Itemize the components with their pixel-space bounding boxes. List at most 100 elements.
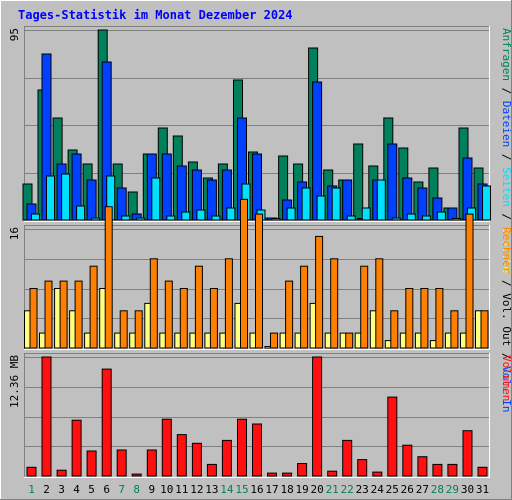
bar-seiten-day-24 [376, 179, 386, 221]
bar-volumen-day-17 [267, 472, 277, 477]
bar-dateien-day-25 [387, 143, 398, 221]
bar-dateien-day-13 [206, 179, 217, 221]
bar-volumen-day-20 [312, 356, 323, 477]
series-label-vol-out: Vol. Out [500, 293, 512, 346]
bar-volumen-day-23 [357, 459, 368, 477]
bar-volumen-day-25 [387, 396, 398, 477]
x-tick-label-day-29: 29 [446, 483, 459, 496]
series-label-besuche: Besuche [500, 227, 512, 273]
x-tick-label-day-19: 19 [295, 483, 308, 496]
bar-rechner-day-12 [194, 265, 203, 349]
bar-anfragen-day-23 [353, 143, 364, 221]
bar-volumen-day-21 [327, 470, 338, 477]
y-max-tick-label: 16 [8, 227, 21, 240]
x-tick-label-day-15: 15 [235, 483, 248, 496]
x-tick-label-day-23: 23 [356, 483, 369, 496]
bar-seiten-day-22 [346, 215, 356, 221]
series-axis-label-bot: Volumen [500, 355, 512, 401]
bar-rechner-day-24 [375, 258, 384, 349]
x-tick-label-day-18: 18 [280, 483, 293, 496]
series-volumen [26, 356, 488, 477]
bar-rechner-day-20 [315, 235, 324, 349]
bar-seiten-day-4 [76, 205, 86, 221]
bar-seiten-day-23 [361, 207, 371, 221]
series-rechner [29, 198, 489, 349]
x-tick-label-day-22: 22 [341, 483, 354, 496]
bar-rechner-day-31 [480, 310, 489, 349]
series-label-dateien: Dateien [500, 101, 512, 147]
y-max-tick-label: 12.36 MB [8, 355, 21, 408]
bar-volumen-day-10 [161, 418, 172, 477]
bar-seiten-day-3 [61, 173, 71, 221]
bar-volumen-day-8 [131, 473, 142, 477]
series-label-anfragen: Anfragen [500, 28, 512, 81]
x-tick-label-day-16: 16 [250, 483, 263, 496]
label-separator: / [500, 273, 512, 293]
x-tick-label-day-13: 13 [205, 483, 218, 496]
bar-volumen-day-3 [56, 469, 67, 477]
bar-rechner-day-7 [119, 310, 128, 349]
bar-rechner-day-17 [270, 332, 278, 349]
bar-volumen-day-14 [221, 439, 232, 477]
bar-volumen-day-4 [71, 419, 82, 477]
bar-seiten-day-26 [406, 213, 416, 221]
bar-volumen-day-6 [101, 368, 112, 477]
label-separator: / [500, 346, 512, 366]
x-tick-label-day-12: 12 [190, 483, 203, 496]
x-tick-label-day-25: 25 [386, 483, 399, 496]
bar-rechner-day-30 [465, 213, 474, 349]
y-axis-series-labels: Anfragen / Dateien / Seiten / BesucheRec… [500, 28, 512, 412]
bar-volumen-day-12 [191, 442, 202, 477]
chart-panels: 95 16 12.36 MB [8, 26, 491, 478]
label-separator: / [500, 81, 512, 101]
x-tick-label-day-26: 26 [401, 483, 414, 496]
bar-dateien-day-10 [161, 153, 172, 221]
bar-rechner-day-15 [240, 198, 248, 349]
bar-volumen-day-11 [176, 434, 187, 477]
x-tick-label-day-20: 20 [310, 483, 323, 496]
bar-rechner-day-6 [104, 206, 113, 349]
x-tick-label-day-24: 24 [371, 483, 385, 496]
bar-rechner-day-4 [74, 280, 83, 349]
x-tick-label-day-7: 7 [118, 483, 125, 496]
bar-seiten-day-21 [331, 187, 341, 221]
x-tick-label-day-27: 27 [416, 483, 429, 496]
series-axis-label-mid: Rechner / Vol. Out / Vol. In [500, 227, 512, 412]
bar-rechner-day-10 [164, 280, 173, 349]
x-tick-label-day-9: 9 [148, 483, 155, 496]
bar-rechner-day-29 [450, 310, 459, 349]
x-tick-label-day-10: 10 [160, 483, 173, 496]
bar-seiten-day-27 [421, 215, 431, 221]
bar-rechner-day-25 [390, 310, 399, 349]
x-tick-label-day-4: 4 [73, 483, 80, 496]
bar-rechner-day-22 [345, 332, 354, 349]
bar-rechner-day-28 [435, 288, 444, 349]
bar-volumen-day-31 [477, 466, 488, 477]
x-tick-label-day-17: 17 [265, 483, 278, 496]
x-axis-day-labels: 1 2 3 4 5 6 7 8 9 10 11 12 13 14 15 16 17 18 19 20 21 22 23 24 2… [28, 483, 489, 496]
bar-volumen-day-22 [342, 439, 353, 477]
x-tick-label-day-28: 28 [431, 483, 444, 496]
bar-rechner-day-14 [224, 258, 233, 349]
bar-rechner-day-19 [300, 265, 309, 349]
bar-volumen-day-13 [206, 463, 217, 477]
bar-rechner-day-11 [179, 288, 188, 349]
bar-volumen-day-2 [41, 356, 52, 477]
bar-seiten-day-9 [151, 177, 161, 221]
series-label-rechner: Rechner [500, 227, 512, 274]
bar-seiten-day-17 [271, 218, 281, 221]
bar-seiten-day-25 [391, 217, 401, 221]
y-max-tick-label: 95 [8, 28, 21, 41]
bar-volumen-day-1 [26, 466, 37, 477]
bar-rechner-day-21 [330, 258, 339, 349]
bar-volumen-day-19 [297, 463, 308, 477]
bar-rechner-day-2 [44, 280, 53, 349]
bar-rechner-day-1 [29, 288, 38, 349]
bar-rechner-day-9 [149, 258, 158, 349]
panel-mid: 16 [8, 198, 490, 350]
bar-seiten-day-13 [211, 215, 221, 221]
bar-volumen-day-16 [252, 423, 262, 477]
x-tick-label-day-8: 8 [133, 483, 140, 496]
